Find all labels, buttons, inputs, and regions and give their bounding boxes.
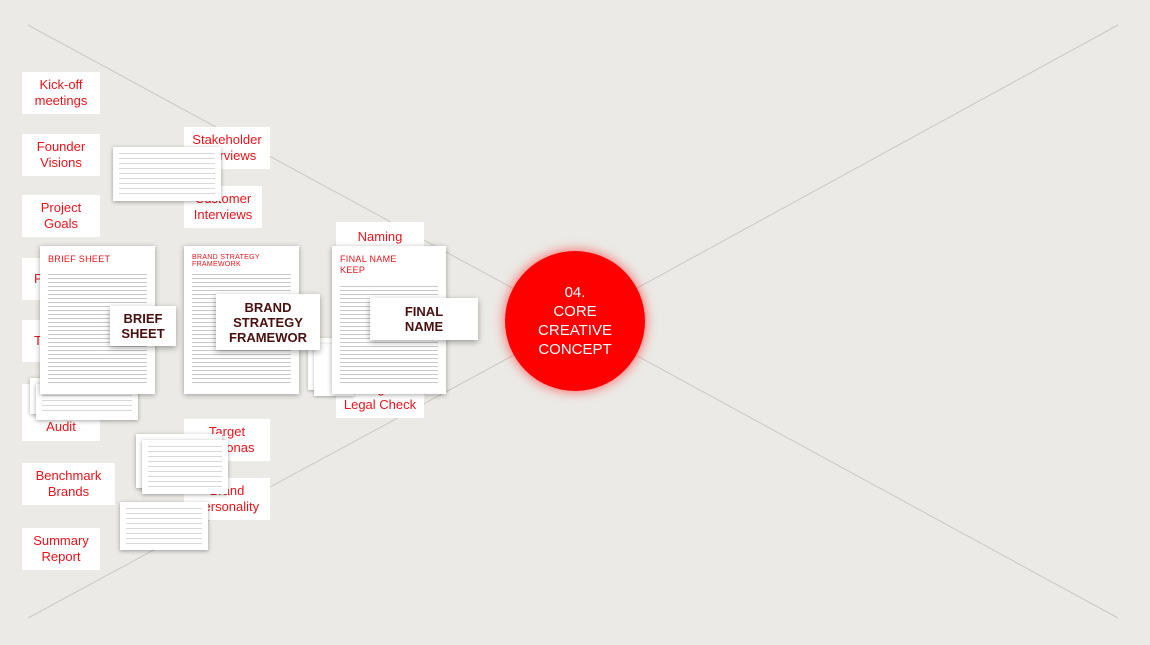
brand-strategy-label[interactable]: BRAND STRATEGY FRAMEWOR <box>216 294 320 350</box>
tag-summary-report[interactable]: Summary Report <box>22 528 100 570</box>
persona-stack-thumbnail-2 <box>142 440 228 494</box>
core-line1: CORE <box>553 303 597 320</box>
final-name-label-text: FINAL NAME <box>404 304 444 334</box>
brief-sheet-label-text: BRIEF SHEET <box>121 311 165 341</box>
tag-label: Benchmark Brands <box>35 468 102 499</box>
brand-strategy-doc-title: BRAND STRATEGY FRAMEWORK <box>192 254 260 268</box>
tag-label: Project Goals <box>40 200 82 231</box>
core-line2: CREATIVE <box>538 322 612 339</box>
brand-strategy-label-text: BRAND STRATEGY FRAMEWOR <box>229 299 307 345</box>
personality-table-thumbnail <box>120 502 208 550</box>
tag-label: Audit <box>46 419 76 434</box>
final-name-label[interactable]: FINAL NAME <box>370 298 478 340</box>
core-number: 04. <box>564 284 586 301</box>
tag-founder-visions[interactable]: Founder Visions <box>22 134 100 176</box>
tag-label: Naming <box>357 229 403 244</box>
tag-kickoff-meetings[interactable]: Kick-off meetings <box>22 72 100 114</box>
tag-label: Kick-off meetings <box>34 77 88 108</box>
tag-label: P <box>34 271 43 286</box>
spreadsheet-thumbnail <box>113 147 221 201</box>
tag-label: Founder Visions <box>36 139 86 170</box>
tag-label: T <box>34 333 42 348</box>
tag-label: Summary Report <box>33 533 89 564</box>
tag-benchmark-brands[interactable]: Benchmark Brands <box>22 463 115 505</box>
brief-sheet-label[interactable]: BRIEF SHEET <box>110 306 176 346</box>
tag-project-goals[interactable]: Project Goals <box>22 195 100 237</box>
final-name-doc-title: FINAL NAME KEEP <box>340 254 397 275</box>
core-line3: CONCEPT <box>538 341 612 358</box>
brief-sheet-doc-title: BRIEF SHEET <box>48 254 111 264</box>
core-creative-concept-circle[interactable]: 04. CORE CREATIVE CONCEPT <box>505 251 645 391</box>
